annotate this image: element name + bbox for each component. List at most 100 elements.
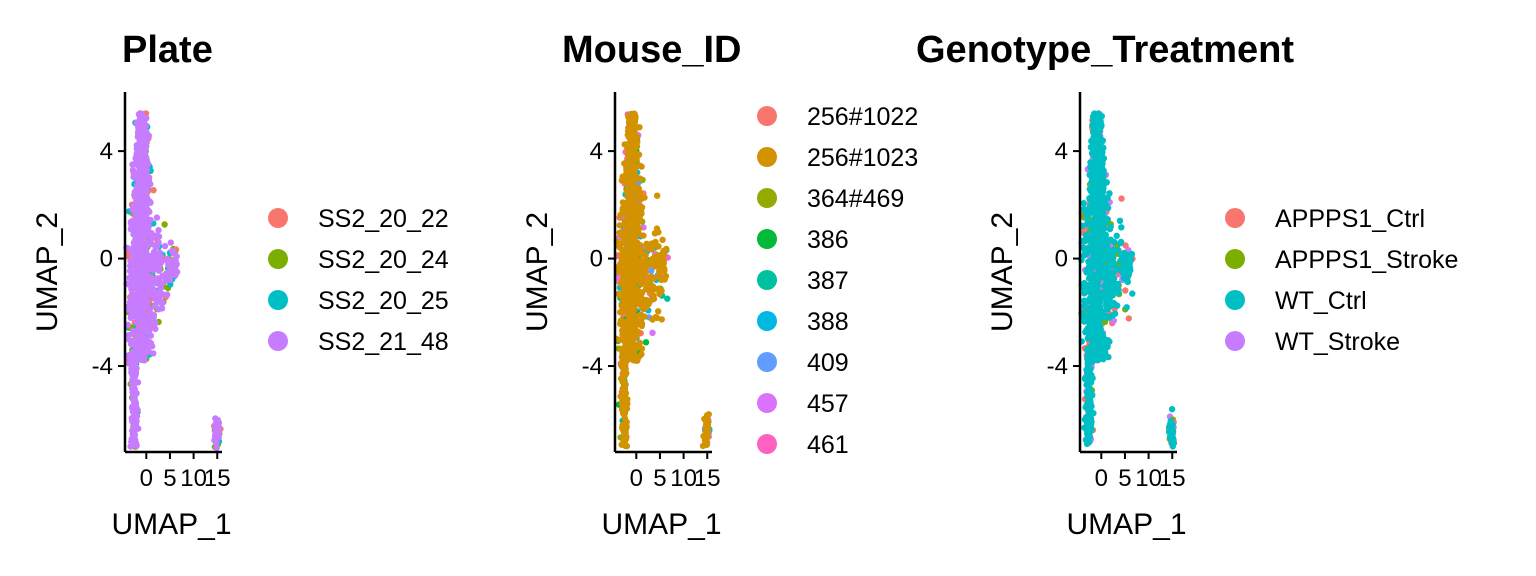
data-point xyxy=(135,425,141,431)
data-point xyxy=(129,428,135,434)
data-point xyxy=(139,234,145,240)
data-point xyxy=(1099,295,1105,301)
data-point xyxy=(1090,287,1096,293)
data-point xyxy=(632,195,638,201)
data-point xyxy=(1091,173,1097,179)
data-point xyxy=(1081,200,1087,206)
data-point xyxy=(138,277,144,283)
data-point xyxy=(1095,209,1101,215)
data-point xyxy=(132,373,138,379)
x-tick-label: 15 xyxy=(694,465,721,492)
data-point xyxy=(620,393,626,399)
data-point xyxy=(633,251,639,257)
scatter-points xyxy=(123,110,223,451)
y-axis-label: UMAP_2 xyxy=(986,212,1019,332)
data-point xyxy=(619,406,625,412)
legend-label: SS2_20_25 xyxy=(318,287,449,315)
data-point xyxy=(141,219,147,225)
data-point xyxy=(132,194,138,200)
data-point xyxy=(1124,304,1130,310)
data-point xyxy=(146,260,152,266)
data-point xyxy=(619,277,625,283)
data-point xyxy=(638,321,644,327)
legend-marker xyxy=(1225,290,1245,310)
data-point xyxy=(1094,165,1100,171)
data-point xyxy=(654,225,660,231)
data-point xyxy=(621,429,627,435)
data-point xyxy=(1126,259,1132,265)
data-point xyxy=(1088,371,1094,377)
data-point xyxy=(623,436,629,442)
data-point xyxy=(1083,327,1089,333)
data-point xyxy=(138,270,144,276)
data-point xyxy=(638,246,644,252)
data-point xyxy=(661,268,667,274)
data-point xyxy=(1168,427,1174,433)
legend-marker xyxy=(268,208,288,228)
data-point xyxy=(133,251,139,257)
data-point xyxy=(637,263,643,269)
data-point xyxy=(1171,440,1177,446)
data-point xyxy=(1088,165,1094,171)
data-point xyxy=(704,423,710,429)
data-point xyxy=(141,348,147,354)
data-point xyxy=(162,243,168,249)
x-axis-label: UMAP_1 xyxy=(601,508,721,541)
data-point xyxy=(1117,218,1123,224)
data-point xyxy=(641,313,647,319)
legend-label: 256#1022 xyxy=(807,103,918,131)
data-point xyxy=(130,349,136,355)
y-tick-label: 0 xyxy=(100,246,113,273)
data-point xyxy=(621,285,627,291)
data-point xyxy=(1095,131,1101,137)
data-point xyxy=(639,345,645,351)
data-point xyxy=(662,276,668,282)
umap-panel-2: Mouse_ID-4040 5 1015UMAP_1UMAP_2256#102225… xyxy=(521,29,918,541)
data-point xyxy=(1122,287,1128,293)
data-point xyxy=(621,269,627,275)
data-point xyxy=(128,269,134,275)
data-point xyxy=(152,320,158,326)
data-point xyxy=(1106,268,1112,274)
data-point xyxy=(625,141,631,147)
data-point xyxy=(160,273,166,279)
data-point xyxy=(1108,224,1114,230)
data-point xyxy=(1088,379,1094,385)
data-point xyxy=(130,300,136,306)
data-point xyxy=(1084,213,1090,219)
data-point xyxy=(1124,275,1130,281)
data-point xyxy=(632,184,638,190)
data-point xyxy=(1102,349,1108,355)
legend-label: 388 xyxy=(807,308,849,336)
data-point xyxy=(1087,270,1093,276)
data-point xyxy=(147,200,153,206)
data-point xyxy=(630,293,636,299)
data-point xyxy=(134,292,140,298)
data-point xyxy=(622,380,628,386)
data-point xyxy=(651,262,657,268)
data-point xyxy=(1086,430,1092,436)
data-point xyxy=(134,200,140,206)
data-point xyxy=(1091,184,1097,190)
x-tick-label: 5 xyxy=(653,465,666,492)
data-point xyxy=(1114,302,1120,308)
data-point xyxy=(1109,275,1115,281)
data-point xyxy=(634,220,640,226)
data-point xyxy=(617,222,623,228)
data-point xyxy=(626,240,632,246)
data-point xyxy=(630,229,636,235)
panel-title: Mouse_ID xyxy=(562,29,741,71)
data-point xyxy=(1087,398,1093,404)
data-point xyxy=(168,239,174,245)
legend-label: 386 xyxy=(807,226,849,254)
data-point xyxy=(632,142,638,148)
data-point xyxy=(638,209,644,215)
legend-label: SS2_20_24 xyxy=(318,246,449,274)
x-tick-label: 0 xyxy=(1095,465,1108,492)
data-point xyxy=(1091,236,1097,242)
data-point xyxy=(1101,252,1107,258)
x-tick-label: 0 xyxy=(630,465,643,492)
data-point xyxy=(152,326,158,332)
legend-label: APPPS1_Stroke xyxy=(1275,246,1458,274)
scatter-points xyxy=(614,111,713,450)
